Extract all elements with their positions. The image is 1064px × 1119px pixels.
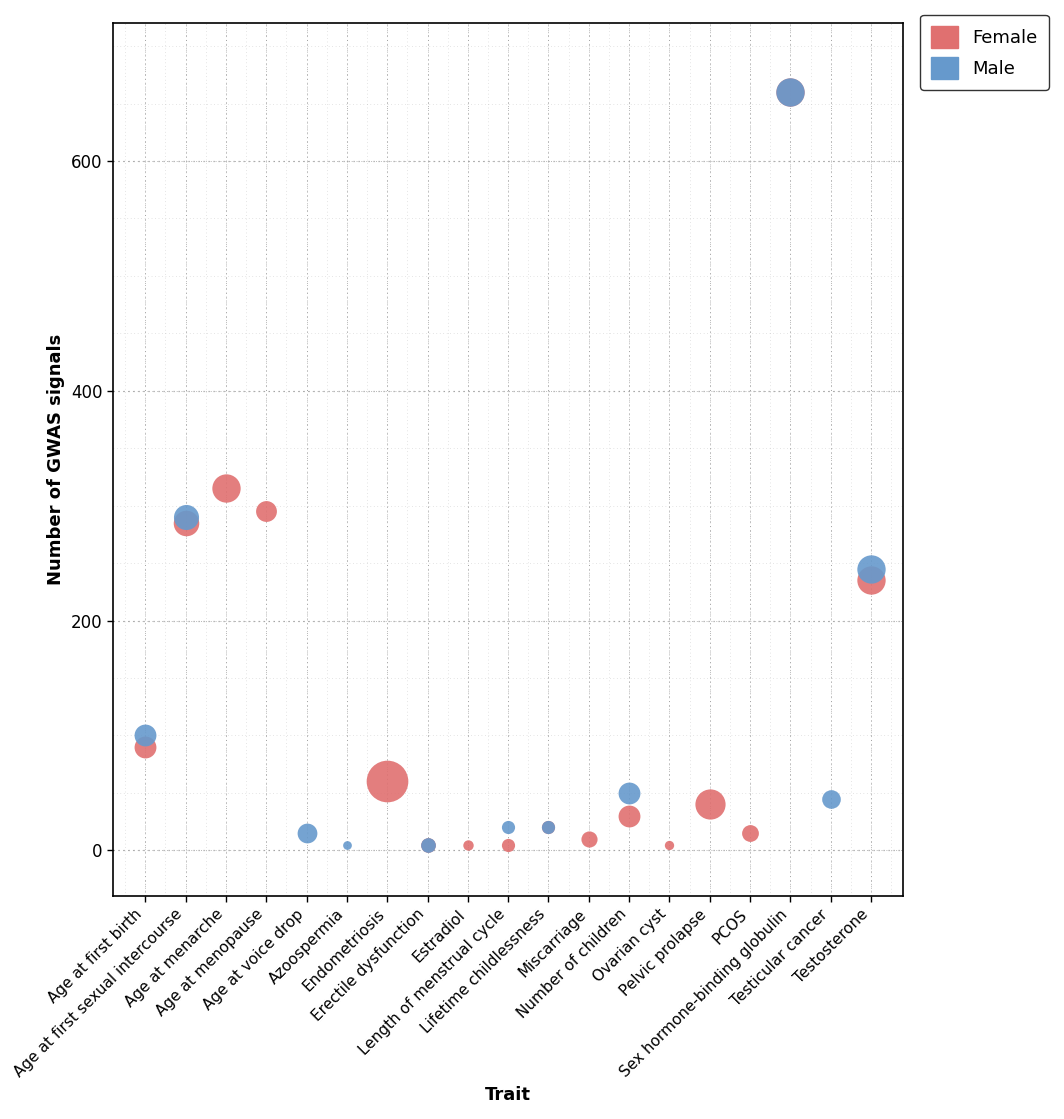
Point	[580, 830, 597, 848]
Point	[701, 796, 718, 814]
Point	[661, 836, 678, 854]
Point	[257, 502, 275, 520]
Point	[137, 737, 154, 755]
Point	[782, 83, 799, 101]
Point	[177, 508, 194, 526]
Point	[177, 514, 194, 532]
Legend: Female, Male: Female, Male	[920, 15, 1049, 90]
Point	[137, 726, 154, 744]
Point	[742, 824, 759, 841]
X-axis label: Trait: Trait	[485, 1087, 531, 1104]
Point	[822, 790, 839, 808]
Point	[620, 807, 637, 825]
Point	[419, 836, 436, 854]
Point	[419, 836, 436, 854]
Point	[460, 836, 477, 854]
Point	[298, 824, 315, 841]
Point	[620, 784, 637, 802]
Point	[863, 572, 880, 590]
Y-axis label: Number of GWAS signals: Number of GWAS signals	[48, 335, 66, 585]
Point	[500, 818, 517, 836]
Point	[539, 818, 556, 836]
Point	[539, 818, 556, 836]
Point	[217, 480, 234, 498]
Point	[500, 836, 517, 854]
Point	[782, 83, 799, 101]
Point	[338, 836, 355, 854]
Point	[863, 560, 880, 577]
Point	[379, 772, 396, 790]
